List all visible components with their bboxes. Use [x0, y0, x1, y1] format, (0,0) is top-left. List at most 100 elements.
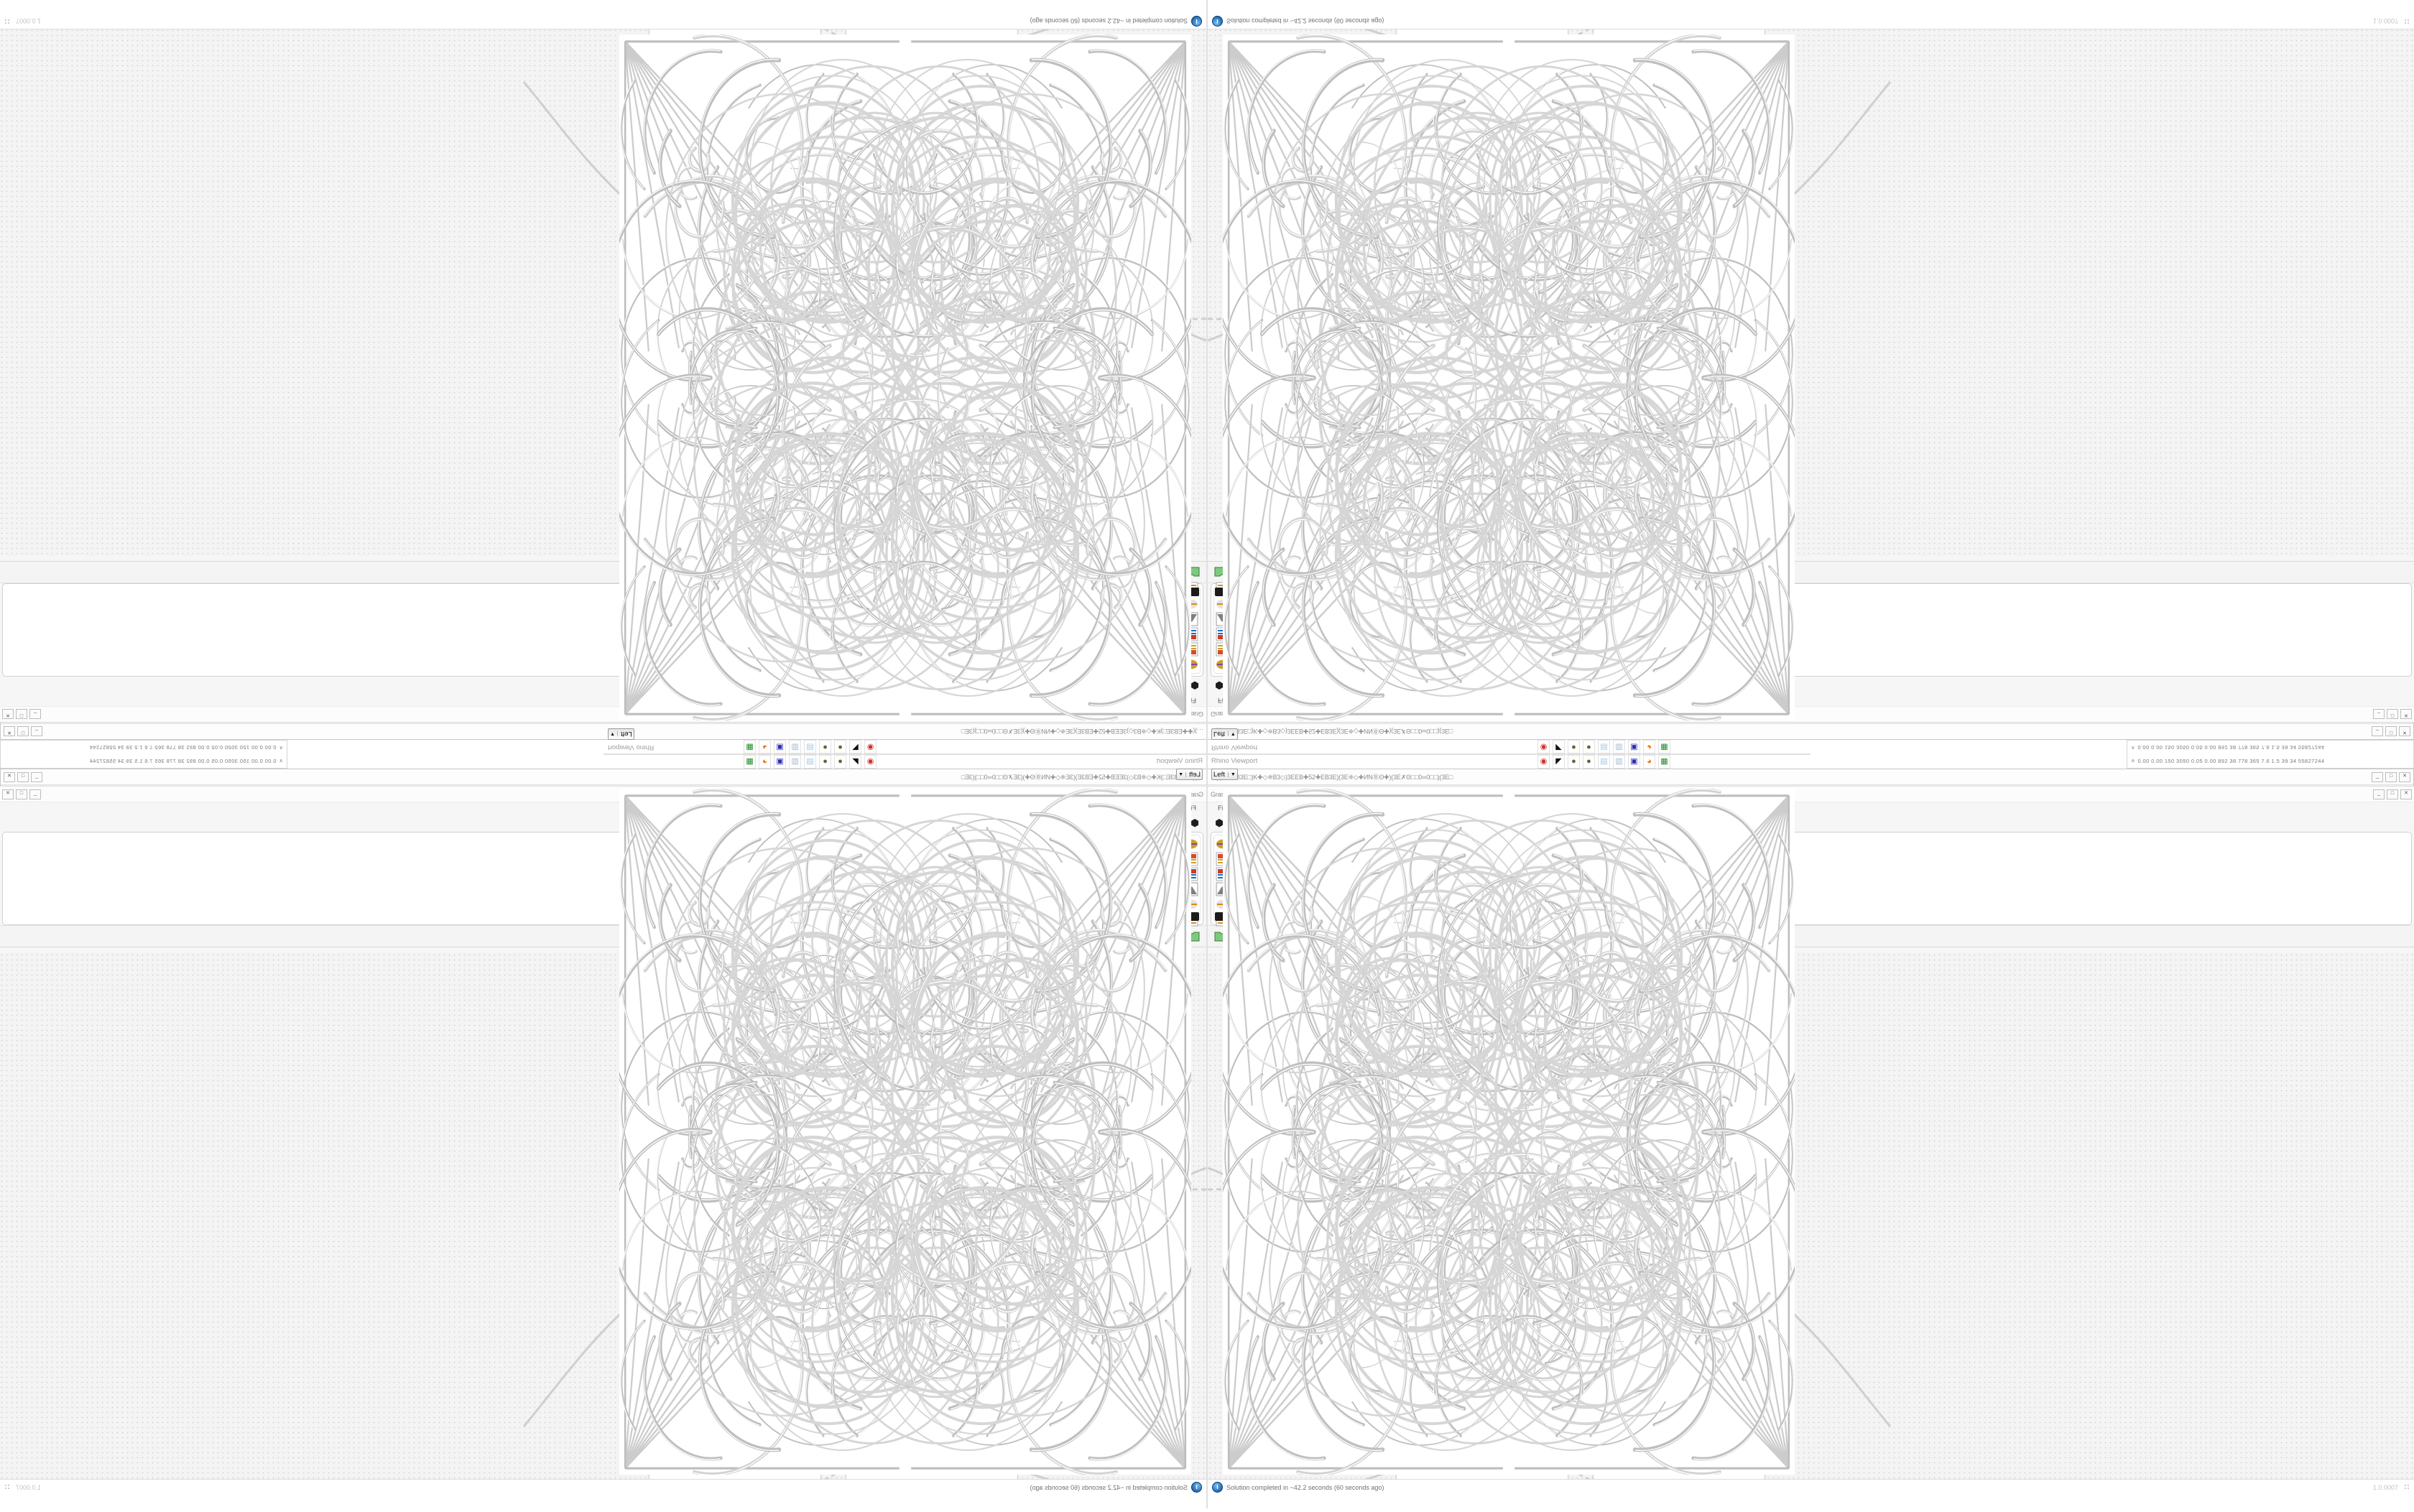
tab-transform[interactable]: ʇ	[1055, 817, 1059, 828]
menu-item-view[interactable]: View	[1264, 696, 1280, 705]
plane-field[interactable]: 1.0	[1648, 1436, 1662, 1447]
input-port[interactable]: ❨	[1229, 1412, 1237, 1423]
component-icon[interactable]	[1502, 642, 1516, 657]
preview-4-icon[interactable]	[712, 929, 727, 944]
component-icon[interactable]	[1502, 882, 1516, 896]
plane-field[interactable]: 1.0	[736, 1425, 749, 1436]
component-icon[interactable]	[1233, 627, 1247, 641]
component-icon[interactable]	[1010, 882, 1025, 896]
list-item-2[interactable]: List Item ❨ ↓ List ❨ ↓ Index N ➡ i ❩ ❨ Wrap 34ms	[1694, 1157, 1790, 1244]
tab-transform[interactable]: ʇ	[1355, 817, 1359, 828]
plane-field[interactable]: 0.0	[769, 73, 782, 83]
input-port[interactable]: ❨	[1392, 1440, 1400, 1451]
tab-a[interactable]: A	[1017, 817, 1025, 828]
component-icon[interactable]	[1327, 612, 1341, 626]
input-port[interactable]: ❨	[1232, 312, 1240, 323]
count-field[interactable]: 4	[884, 1440, 892, 1451]
tab-intersect[interactable]: ✂	[1336, 817, 1344, 828]
component-icon[interactable]	[1089, 882, 1104, 896]
component-icon[interactable]	[1485, 657, 1499, 672]
component-icon[interactable]	[1429, 852, 1443, 866]
grasshopper-titlebar[interactable]: Grasshopper - XH[]253E◇)(□✗Θ)(CΘ✗□(◇)3E2…	[0, 787, 1206, 802]
component-icon[interactable]	[1255, 882, 1270, 896]
ribbon-expand-icon[interactable]: ✛	[1417, 914, 1421, 919]
merge-1[interactable]: Merge ❨ D1 ❨ D2 Result ❩ ❨ D3 15ms	[1405, 1159, 1502, 1246]
input-port[interactable]: ❨	[1014, 1423, 1022, 1433]
remote-panel-icon[interactable]: @	[1414, 929, 1429, 944]
component-icon[interactable]	[1407, 642, 1421, 657]
output-port[interactable]: ❩	[644, 50, 652, 60]
ribbon-expand-icon[interactable]: ✛	[1243, 914, 1247, 919]
list-item-2-body[interactable]: ❨ ↓ List ❨ ↓ Index N ➡ i ❩ ❨ Wrap	[1694, 276, 1790, 336]
component-icon[interactable]	[1469, 882, 1484, 896]
component-icon[interactable]	[1010, 627, 1025, 641]
component-icon[interactable]	[1128, 657, 1142, 672]
component-icon[interactable]	[1288, 867, 1303, 881]
polar-array-2-body[interactable]: ❨ Geometry Geometry ❩ ❨ Plane o x 0.0 y 0.0 z 1.0 z x 0…	[644, 1410, 826, 1479]
grasshopper-window-button-1[interactable]: □	[16, 709, 27, 720]
output-port[interactable]: ❩	[742, 1194, 750, 1204]
empty-slot[interactable]	[1092, 1265, 1104, 1276]
output-port[interactable]: ❩	[1313, 1412, 1321, 1423]
preview-2-icon[interactable]	[1647, 565, 1662, 580]
plane-field[interactable]: 0.0	[966, 1417, 979, 1428]
output-port[interactable]: ❩	[1494, 1193, 1502, 1203]
deconstruct-arc-1[interactable]: Deconstruct Arc Base Plane ↓ ❩ ❨ Arc Radius ↓ ❩ A…	[1563, 1157, 1672, 1244]
component-icon[interactable]	[930, 852, 945, 866]
list-item-2[interactable]: List Item ❨ ↓ List ❨ ↓ Index N ➡ i ❩ ❨ Wrap 34ms	[624, 264, 720, 351]
tab-b2[interactable]: B	[912, 680, 920, 691]
ribbon-expand-icon[interactable]: ✛	[1527, 589, 1532, 594]
component-icon[interactable]	[1255, 597, 1270, 611]
gradient-slider[interactable]: ➡	[1128, 1185, 1137, 1197]
component-icon[interactable]	[1453, 897, 1467, 912]
component-icon[interactable]	[1073, 642, 1087, 657]
flatten-icon[interactable]: ↓	[1652, 304, 1664, 315]
component-icon[interactable]	[1344, 837, 1358, 851]
empty-slot[interactable]	[1310, 232, 1322, 244]
component-icon[interactable]	[1407, 657, 1421, 672]
zoom-level-input[interactable]: 111% ▼	[1254, 930, 1297, 942]
ribbon-expand-icon[interactable]: ✛	[882, 589, 887, 594]
plane-field[interactable]: 0.0	[769, 1436, 782, 1447]
bake-icon[interactable]	[1037, 929, 1052, 944]
angle-field[interactable]: 6.2831853072	[1625, 1460, 1669, 1471]
component-icon[interactable]	[882, 657, 897, 672]
input-port[interactable]: ❨	[1229, 85, 1237, 96]
cull-index-1-body[interactable]: ❨ List ❨ Indices 0 0 1 2 ✕ List ❩ ❨ Wrap	[1229, 1399, 1321, 1452]
component-icon[interactable]	[1469, 837, 1484, 851]
input-port[interactable]: ❨	[1392, 93, 1400, 104]
tab-b[interactable]: B	[1460, 817, 1467, 828]
input-port[interactable]: ❨	[1014, 1404, 1022, 1415]
component-icon[interactable]	[1056, 627, 1070, 641]
plane-field[interactable]: 1.0	[1469, 80, 1481, 91]
ribbon-expand-icon[interactable]: ✛	[1298, 914, 1303, 919]
grasshopper-window-button-2[interactable]: ✕	[2400, 709, 2412, 720]
component-icon[interactable]	[994, 852, 1008, 866]
component-icon[interactable]	[1216, 837, 1230, 851]
component-icon[interactable]	[1073, 612, 1087, 626]
chevron-down-icon[interactable]: ▼	[1322, 934, 1327, 939]
menu-item-view[interactable]: View	[1134, 804, 1150, 812]
component-icon[interactable]	[971, 867, 985, 881]
menu-item-edit[interactable]: Edit	[1161, 804, 1173, 812]
input-port[interactable]: ❨	[1229, 98, 1237, 108]
preview-3-icon[interactable]	[732, 565, 747, 580]
component-icon[interactable]	[1111, 882, 1126, 896]
component-icon[interactable]	[1233, 897, 1247, 912]
input-port[interactable]: ❨	[1405, 305, 1413, 315]
input-port[interactable]: ❨	[1014, 1452, 1022, 1463]
input-port[interactable]: ❨	[1392, 1404, 1400, 1415]
resize-grip[interactable]	[4, 18, 10, 24]
plane-field[interactable]: 0.0	[933, 70, 946, 80]
component-icon[interactable]	[1089, 852, 1104, 866]
component-icon[interactable]	[1517, 627, 1532, 641]
component-icon[interactable]	[1327, 852, 1341, 866]
output-port[interactable]: ❩	[742, 322, 750, 332]
plane-field[interactable]: 0.0	[1632, 1436, 1645, 1447]
component-icon[interactable]	[1144, 612, 1159, 626]
flatten-icon[interactable]: ↓	[1705, 1176, 1716, 1187]
scissors-icon[interactable]	[864, 929, 879, 944]
plane-field[interactable]: 1.0	[1469, 1417, 1481, 1428]
wrap-toggle[interactable]	[1266, 294, 1276, 305]
polar-array-2[interactable]: Polar Array ❨ Geometry Geometry ❩ ❨ Plane o x 0.0…	[1588, 1395, 1770, 1479]
